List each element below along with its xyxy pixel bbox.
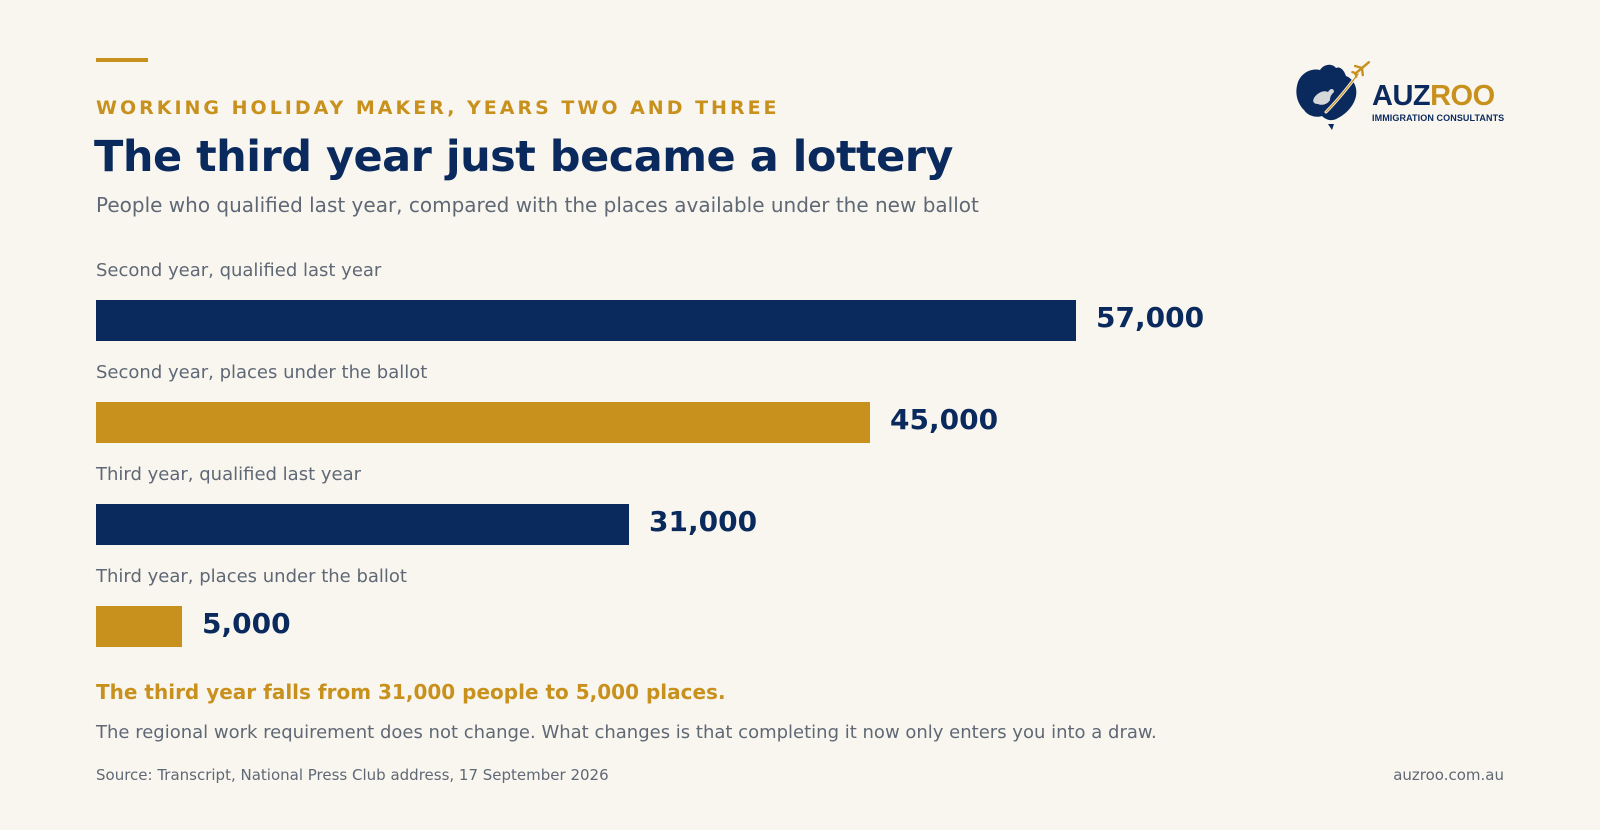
bar-value-label: 45,000 (890, 403, 999, 436)
bar (96, 402, 870, 443)
bar-label: Second year, places under the ballot (96, 362, 428, 383)
bar-row: Third year, qualified last year 31,000 (96, 464, 1196, 554)
airplane-icon (1351, 61, 1371, 78)
bar-value-label: 5,000 (202, 607, 291, 640)
bar (96, 300, 1076, 341)
bar-row: Second year, qualified last year 57,000 (96, 260, 1204, 350)
page-title: The third year just became a lottery (94, 132, 953, 182)
bar-label: Third year, places under the ballot (96, 566, 407, 587)
logo-word-accent: ROO (1430, 80, 1495, 112)
bar-label: Second year, qualified last year (96, 260, 382, 281)
bar-label: Third year, qualified last year (96, 464, 362, 485)
bar-row: Third year, places under the ballot 5,000 (96, 566, 1196, 656)
source-note: Source: Transcript, National Press Club … (96, 766, 609, 784)
note-text: The regional work requirement does not c… (96, 722, 1157, 743)
logo-tagline: IMMIGRATION CONSULTANTS (1372, 113, 1505, 123)
logo-word-main: AUZ (1372, 80, 1431, 112)
page-subtitle: People who qualified last year, compared… (96, 193, 979, 217)
accent-rule (96, 58, 148, 62)
bar (96, 504, 629, 545)
callout-text: The third year falls from 31,000 people … (96, 680, 726, 704)
kicker-label: WORKING HOLIDAY MAKER, YEARS TWO AND THR… (96, 97, 780, 119)
auzroo-logo: AUZROO IMMIGRATION CONSULTANTS (1292, 58, 1508, 132)
bar-row: Second year, places under the ballot 45,0… (96, 362, 1196, 452)
australia-map-icon (1296, 61, 1371, 130)
logo-wordmark: AUZROO (1372, 80, 1495, 113)
bar-value-label: 31,000 (649, 505, 758, 538)
bar-chart: Second year, qualified last year 57,000 Se… (96, 260, 1204, 660)
kangaroo-icon (1313, 89, 1334, 105)
bar (96, 606, 182, 647)
site-url: auzroo.com.au (1393, 766, 1504, 784)
bar-value-label: 57,000 (1096, 301, 1205, 334)
